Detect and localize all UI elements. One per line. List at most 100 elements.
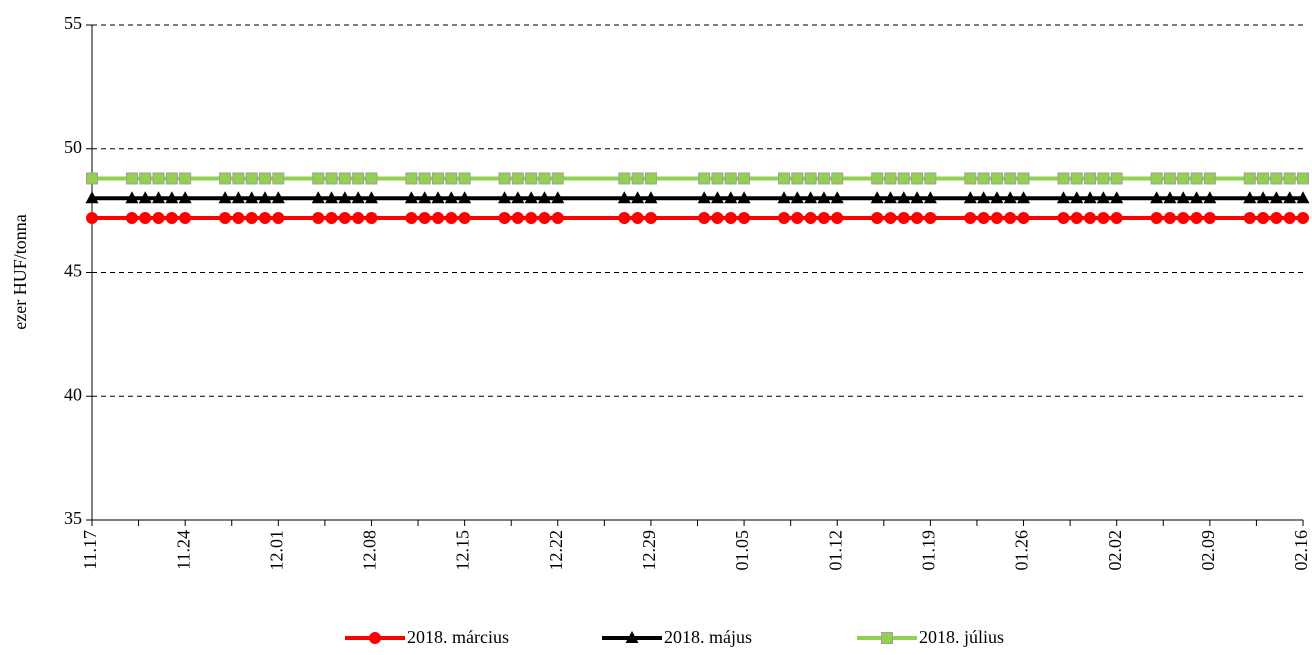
marker [1057, 172, 1070, 185]
marker [1097, 172, 1110, 185]
marker [1163, 212, 1176, 225]
marker [152, 212, 165, 225]
marker [86, 212, 98, 225]
marker [1003, 191, 1017, 204]
marker [1269, 191, 1283, 204]
marker [125, 212, 138, 225]
marker [1097, 212, 1110, 225]
marker [698, 172, 711, 185]
marker [618, 212, 631, 225]
marker [445, 212, 458, 225]
marker [258, 191, 272, 204]
marker [1203, 172, 1216, 185]
marker [830, 191, 844, 204]
marker [977, 212, 990, 225]
y-tick-label: 55 [64, 13, 82, 33]
marker [1057, 212, 1070, 225]
marker [911, 212, 924, 225]
marker [1283, 191, 1297, 204]
marker [697, 191, 711, 204]
marker [418, 172, 431, 185]
marker [724, 191, 738, 204]
marker [139, 212, 152, 225]
marker [897, 191, 911, 204]
marker [1243, 191, 1257, 204]
marker [1297, 212, 1309, 225]
marker [312, 172, 325, 185]
marker [364, 191, 378, 204]
marker [312, 212, 325, 225]
legend-label: 2018. március [407, 627, 509, 647]
marker [511, 191, 525, 204]
marker [1270, 212, 1283, 225]
marker [1203, 212, 1216, 225]
marker [617, 191, 631, 204]
legend-item: 2018. május [602, 627, 752, 647]
marker [524, 191, 538, 204]
marker [977, 172, 990, 185]
marker [871, 212, 884, 225]
marker [338, 191, 352, 204]
marker [1004, 172, 1017, 185]
marker [525, 212, 538, 225]
marker [711, 172, 724, 185]
marker [445, 172, 458, 185]
marker [1296, 191, 1310, 204]
marker [881, 632, 893, 644]
marker [1017, 172, 1030, 185]
marker [738, 172, 751, 185]
marker [778, 172, 790, 185]
marker [444, 191, 458, 204]
marker [790, 191, 804, 204]
x-tick-label: 12.29 [639, 530, 659, 571]
marker [218, 191, 232, 204]
marker [511, 172, 524, 185]
x-tick-label: 01.05 [732, 530, 752, 571]
marker [1110, 191, 1124, 204]
marker [219, 172, 232, 185]
marker [777, 191, 791, 204]
marker [458, 191, 472, 204]
marker [1070, 191, 1084, 204]
marker [179, 212, 192, 225]
marker [990, 212, 1003, 225]
y-tick-label: 50 [64, 137, 82, 157]
marker [1283, 212, 1296, 225]
x-tick-label: 12.22 [546, 530, 566, 571]
marker [1096, 191, 1110, 204]
marker [990, 191, 1004, 204]
marker [1243, 212, 1256, 225]
marker [831, 172, 844, 185]
x-tick-label: 02.09 [1198, 530, 1218, 571]
marker [1110, 212, 1123, 225]
marker [405, 172, 418, 185]
x-tick-label: 01.12 [825, 530, 845, 571]
marker [1150, 191, 1164, 204]
marker [990, 172, 1003, 185]
marker [138, 191, 152, 204]
marker [1190, 212, 1203, 225]
marker [884, 172, 897, 185]
marker [710, 191, 724, 204]
marker [1257, 172, 1270, 185]
marker [910, 191, 924, 204]
marker [625, 631, 639, 643]
marker [724, 212, 737, 225]
x-tick-label: 11.24 [173, 530, 193, 570]
x-tick-label: 11.17 [80, 530, 100, 570]
marker [1163, 191, 1177, 204]
marker [1283, 172, 1296, 185]
marker [458, 212, 471, 225]
marker [245, 212, 258, 225]
marker [1190, 191, 1204, 204]
marker [1256, 191, 1270, 204]
x-tick-label: 01.26 [1012, 530, 1032, 571]
marker [152, 172, 165, 185]
marker [778, 212, 790, 225]
marker [977, 191, 991, 204]
marker [911, 172, 924, 185]
marker [1190, 172, 1203, 185]
marker [365, 212, 378, 225]
marker [525, 172, 538, 185]
marker [538, 172, 551, 185]
